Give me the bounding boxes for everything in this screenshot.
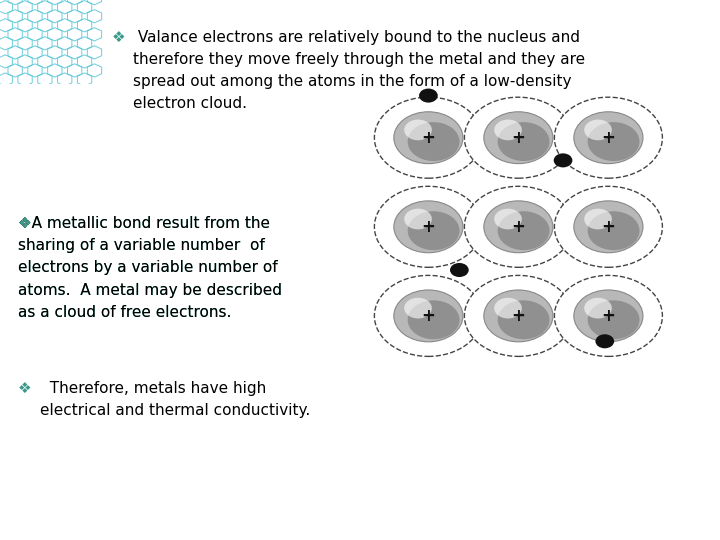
Circle shape (464, 275, 572, 356)
Circle shape (404, 298, 432, 319)
Circle shape (588, 122, 639, 161)
Text: +: + (421, 218, 436, 236)
Circle shape (404, 208, 432, 230)
Text: ❖: ❖ (18, 381, 32, 396)
Text: +: + (511, 307, 526, 325)
Circle shape (554, 153, 572, 167)
Circle shape (574, 112, 643, 164)
Circle shape (498, 211, 549, 250)
Circle shape (408, 300, 459, 339)
Text: Therefore, metals have high
electrical and thermal conductivity.: Therefore, metals have high electrical a… (40, 381, 310, 418)
Circle shape (595, 334, 614, 348)
Text: +: + (601, 129, 616, 147)
Circle shape (394, 112, 463, 164)
Circle shape (408, 211, 459, 250)
Circle shape (484, 112, 553, 164)
Circle shape (419, 89, 438, 103)
Circle shape (494, 208, 522, 230)
Circle shape (464, 97, 572, 178)
Text: ❖: ❖ (112, 30, 125, 45)
Circle shape (374, 97, 482, 178)
Circle shape (404, 119, 432, 140)
Circle shape (498, 122, 549, 161)
Text: ❖: ❖ (18, 216, 32, 231)
Circle shape (450, 263, 469, 277)
Text: +: + (421, 129, 436, 147)
Text: +: + (511, 129, 526, 147)
Circle shape (494, 119, 522, 140)
Circle shape (484, 290, 553, 342)
Circle shape (374, 275, 482, 356)
Text: Valance electrons are relatively bound to the nucleus and
therefore they move fr: Valance electrons are relatively bound t… (133, 30, 585, 111)
Circle shape (584, 119, 612, 140)
Circle shape (408, 122, 459, 161)
Circle shape (554, 275, 662, 356)
Circle shape (494, 298, 522, 319)
Circle shape (374, 186, 482, 267)
Circle shape (588, 211, 639, 250)
Circle shape (394, 290, 463, 342)
Circle shape (554, 97, 662, 178)
Text: +: + (601, 307, 616, 325)
Circle shape (574, 290, 643, 342)
Text: +: + (511, 218, 526, 236)
Circle shape (574, 201, 643, 253)
Circle shape (464, 186, 572, 267)
Text: ❖A metallic bond result from the
sharing of a variable number  of
electrons by a: ❖A metallic bond result from the sharing… (18, 216, 282, 320)
Circle shape (394, 201, 463, 253)
Circle shape (584, 208, 612, 230)
Text: +: + (421, 307, 436, 325)
Circle shape (588, 300, 639, 339)
Circle shape (498, 300, 549, 339)
Circle shape (554, 186, 662, 267)
Circle shape (484, 201, 553, 253)
Text: ❖A metallic bond result from the
sharing of a variable number  of
electrons by a: ❖A metallic bond result from the sharing… (18, 216, 282, 320)
Text: +: + (601, 218, 616, 236)
Circle shape (584, 298, 612, 319)
